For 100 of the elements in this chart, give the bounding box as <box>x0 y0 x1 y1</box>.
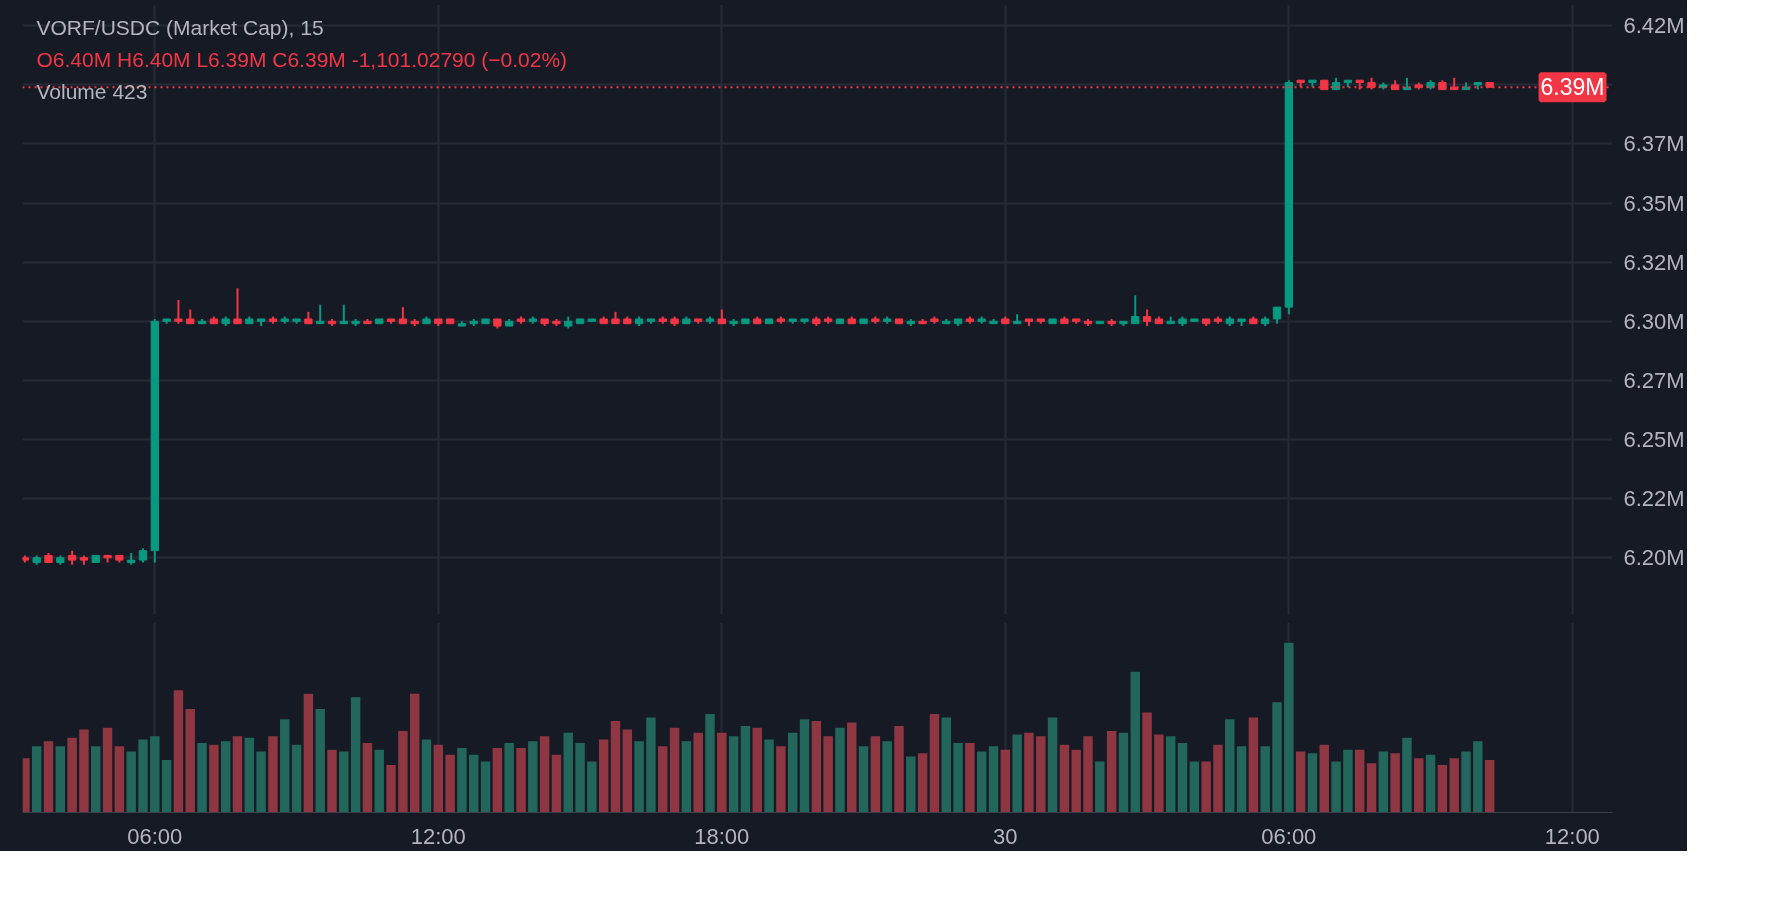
bar <box>1272 702 1282 813</box>
bar <box>256 751 266 813</box>
bar <box>445 754 455 813</box>
bar <box>67 737 77 813</box>
bar <box>610 720 621 813</box>
bar <box>847 722 857 813</box>
bar <box>1473 741 1483 813</box>
x-tick-label: 06:00 <box>1261 823 1317 849</box>
bar <box>350 697 361 813</box>
bar <box>1402 737 1412 813</box>
bar <box>622 729 633 813</box>
bar <box>232 736 243 813</box>
bar <box>587 761 597 813</box>
candlestick <box>1131 294 1140 325</box>
bar <box>1390 753 1400 813</box>
bar <box>1236 746 1247 813</box>
bar <box>646 717 656 813</box>
bar <box>43 741 54 813</box>
annotation: Volume 423 <box>36 79 148 103</box>
bar <box>516 748 526 813</box>
bar <box>988 746 999 813</box>
bar <box>114 746 125 813</box>
bar <box>1000 749 1011 813</box>
annotation: O6.40M H6.40M L6.39M C6.39M -1,101.02790 (−0.02%) <box>36 47 568 71</box>
y-tick-label: 6.42M <box>1623 13 1685 39</box>
bar <box>1165 736 1176 813</box>
bar <box>1414 758 1424 813</box>
bar <box>1225 719 1235 813</box>
bar <box>728 736 739 813</box>
bar <box>31 746 42 813</box>
bar <box>409 693 420 813</box>
bar <box>197 742 207 813</box>
bar <box>161 759 172 813</box>
bar <box>433 744 444 813</box>
bar <box>539 736 550 813</box>
x-tick-label: 12:00 <box>410 823 466 849</box>
bar <box>799 719 810 813</box>
bar <box>280 719 290 813</box>
bar <box>1142 712 1152 813</box>
bar <box>598 739 609 813</box>
bar <box>1284 642 1294 813</box>
bar <box>315 709 325 813</box>
bar <box>1130 671 1140 813</box>
bar <box>1378 751 1389 813</box>
bar <box>339 751 349 813</box>
bar <box>823 736 833 813</box>
bar <box>1012 734 1022 813</box>
bar <box>1059 744 1070 813</box>
bar <box>398 731 408 813</box>
bar <box>1307 753 1318 813</box>
bar <box>374 749 384 813</box>
x-tick-label: 18:00 <box>694 823 750 849</box>
bar <box>79 729 89 813</box>
bar <box>268 736 278 813</box>
bar <box>1071 749 1081 813</box>
candlestick <box>174 299 183 325</box>
bar <box>1177 742 1188 813</box>
bar <box>1295 751 1306 813</box>
bar <box>705 714 715 813</box>
y-tick-label: 6.27M <box>1623 367 1685 393</box>
bar <box>291 744 302 813</box>
bar <box>1106 731 1117 813</box>
x-tick-label: 30 <box>993 823 1018 849</box>
y-tick-label: 6.20M <box>1623 545 1685 571</box>
bar <box>504 742 514 813</box>
bar <box>173 690 184 813</box>
bar <box>894 725 904 813</box>
bar <box>917 753 928 813</box>
y-tick-label: 6.35M <box>1623 190 1685 216</box>
bar <box>1154 734 1164 813</box>
candlestick <box>233 287 242 325</box>
bar <box>835 727 845 813</box>
bar <box>717 732 727 813</box>
bar <box>480 761 491 813</box>
bar <box>1201 761 1211 813</box>
y-tick-label: 6.37M <box>1623 131 1685 157</box>
bar <box>941 717 951 813</box>
bar <box>1260 746 1270 813</box>
bar <box>787 732 798 813</box>
bar <box>327 749 337 813</box>
bar <box>22 758 30 813</box>
x-tick-label: 06:00 <box>127 823 183 849</box>
bar <box>965 742 975 813</box>
bar <box>1248 717 1259 813</box>
y-tick-label: 6.30M <box>1623 308 1685 334</box>
bar <box>185 709 195 813</box>
bar <box>669 727 680 813</box>
bar <box>1484 759 1495 813</box>
bar <box>1319 744 1329 813</box>
bar <box>421 739 432 813</box>
bar <box>91 746 101 813</box>
bar <box>870 736 881 813</box>
bar <box>1449 758 1459 813</box>
bar <box>575 742 585 813</box>
bar <box>1047 717 1058 813</box>
bar <box>220 741 231 813</box>
bar <box>1024 732 1034 813</box>
bar <box>492 748 503 813</box>
bar <box>906 756 916 813</box>
bar <box>457 748 467 813</box>
